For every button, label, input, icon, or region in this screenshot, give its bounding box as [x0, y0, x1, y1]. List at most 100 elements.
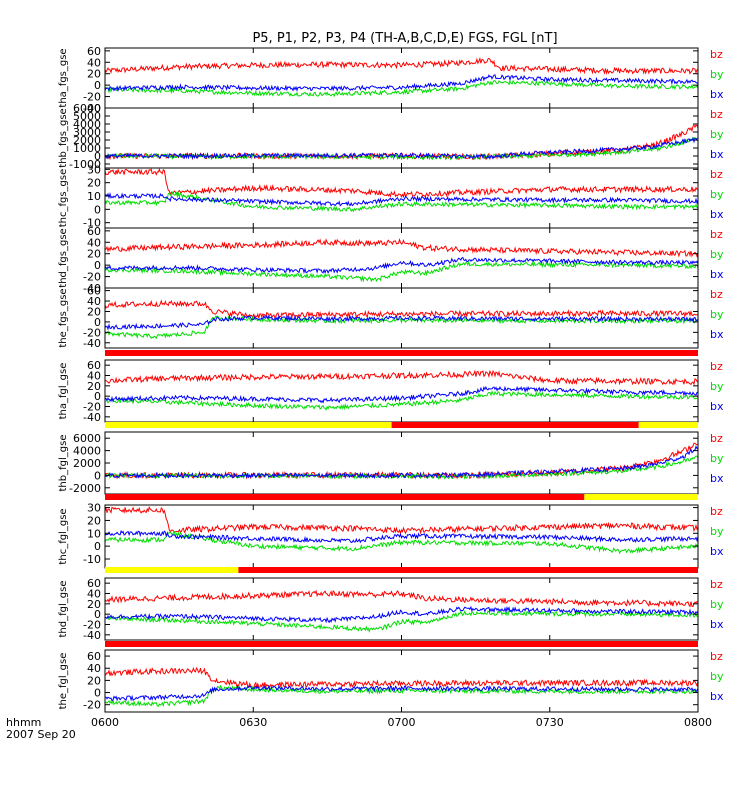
y-tick-label: 40: [87, 370, 101, 383]
legend-by: by: [710, 598, 724, 611]
y-tick-label: 6000: [73, 102, 101, 115]
y-tick-label: 60: [87, 577, 101, 590]
y-tick-label: -1000: [69, 158, 101, 171]
legend-by: by: [710, 248, 724, 261]
legend-bz: bz: [710, 108, 723, 121]
y-tick-label: 20: [87, 598, 101, 611]
mode-bar-segment: [105, 350, 698, 356]
y-tick-label: 3000: [73, 126, 101, 139]
y-tick-label: 4000: [73, 445, 101, 458]
y-tick-label: -2000: [69, 482, 101, 495]
series-bx-line: [105, 445, 698, 480]
legend-by: by: [710, 308, 724, 321]
series-bz-line: [105, 56, 698, 76]
series-bz-line: [105, 238, 698, 259]
series-bz-line: [105, 369, 698, 386]
y-tick-label: 60: [87, 650, 101, 663]
y-tick-label: 30: [87, 502, 101, 515]
legend-bx: bx: [710, 268, 724, 281]
y-axis-label: thc_fgs_gse: [58, 169, 69, 228]
legend-by: by: [710, 525, 724, 538]
series-bx-line: [105, 74, 698, 92]
mode-bar-segment: [638, 422, 698, 428]
y-tick-label: 0: [94, 608, 101, 621]
legend-bx: bx: [710, 328, 724, 341]
series-by-line: [105, 260, 698, 283]
y-tick-label: 20: [87, 177, 101, 190]
series-by-line: [105, 390, 698, 411]
legend-bx: bx: [710, 690, 724, 703]
y-tick-label: 4000: [73, 118, 101, 131]
panel-frame: [104, 431, 699, 495]
y-tick-label: 60: [87, 225, 101, 238]
legend-bz: bz: [710, 650, 723, 663]
y-tick-label: 0: [94, 150, 101, 163]
x-tick-label: 0630: [239, 716, 267, 729]
legend-bz: bz: [710, 432, 723, 445]
y-tick-label: 20: [87, 305, 101, 318]
y-tick-label: -40: [83, 102, 101, 115]
y-tick-label: -20: [83, 326, 101, 339]
y-tick-label: -10: [83, 553, 101, 566]
legend-bx: bx: [710, 618, 724, 631]
legend-bz: bz: [710, 360, 723, 373]
legend-bz: bz: [710, 578, 723, 591]
legend-bx: bx: [710, 472, 724, 485]
y-tick-label: 0: [94, 203, 101, 216]
y-tick-label: 20: [87, 68, 101, 81]
y-axis-label: thb_fgl_gse: [58, 435, 69, 492]
panel-frame: [104, 47, 699, 109]
series-by-line: [105, 315, 698, 340]
y-tick-label: 20: [87, 514, 101, 527]
y-tick-label: 40: [87, 662, 101, 675]
legend-bz: bz: [710, 228, 723, 241]
x-tick-label: 0600: [91, 716, 119, 729]
legend-bz: bz: [710, 288, 723, 301]
y-tick-label: 20: [87, 248, 101, 261]
series-by-line: [105, 684, 698, 708]
series-bx-line: [105, 529, 698, 544]
y-axis-label: thb_fgs_gse: [58, 108, 69, 167]
y-tick-label: 6000: [73, 432, 101, 445]
y-tick-label: -20: [83, 699, 101, 712]
legend-bx: bx: [710, 545, 724, 558]
mode-bar-segment: [105, 422, 392, 428]
series-by-line: [105, 610, 698, 633]
y-tick-label: 60: [87, 285, 101, 298]
time-axis: 0600 0630 0700 0730 0800: [91, 716, 712, 729]
series-bx-line: [105, 385, 698, 404]
legend-bz: bz: [710, 48, 723, 61]
series-bx-line: [105, 684, 698, 702]
y-axis-label: thd_fgl_gse: [58, 581, 69, 638]
y-tick-label: -20: [83, 271, 101, 284]
legend-bz: bz: [710, 505, 723, 518]
y-tick-label: 2000: [73, 457, 101, 470]
y-tick-label: 5000: [73, 110, 101, 123]
legend-by: by: [710, 670, 724, 683]
panel-frame: [104, 227, 699, 289]
series-bx-line: [105, 137, 698, 160]
mode-bar-segment: [391, 422, 639, 428]
series-bz-line: [105, 589, 698, 608]
y-tick-label: -40: [83, 629, 101, 642]
y-tick-label: -20: [83, 91, 101, 104]
y-tick-label: 20: [87, 674, 101, 687]
y-axis-label: thd_fgs_gse: [58, 228, 69, 287]
series-bx-line: [105, 605, 698, 624]
y-tick-label: -20: [83, 619, 101, 632]
y-tick-label: 40: [87, 588, 101, 601]
y-tick-label: 1000: [73, 142, 101, 155]
x-tick-label: 0800: [684, 716, 712, 729]
series-bz-line: [105, 667, 698, 690]
legend-by: by: [710, 380, 724, 393]
chart-title: P5, P1, P2, P3, P4 (TH-A,B,C,D,E) FGS, F…: [252, 31, 557, 46]
y-tick-label: 0: [94, 259, 101, 272]
series-bz-line: [105, 505, 698, 535]
y-tick-label: 0: [94, 469, 101, 482]
